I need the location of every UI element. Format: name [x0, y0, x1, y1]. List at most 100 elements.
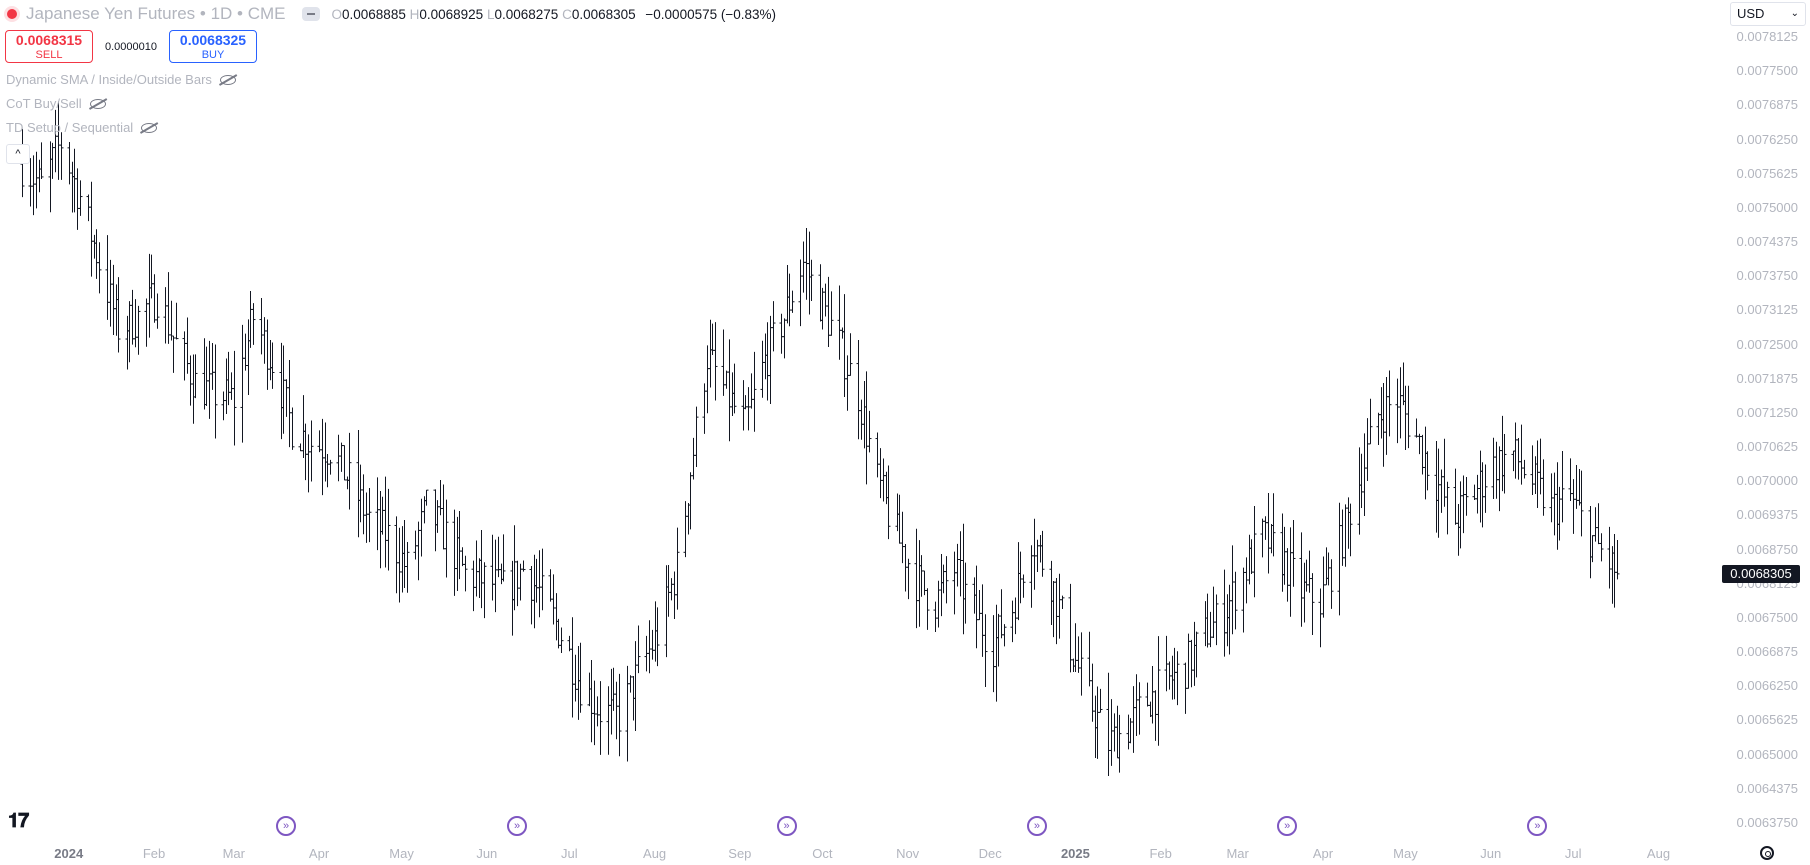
- ohlc-bar: [1233, 571, 1238, 630]
- market-status-icon[interactable]: [4, 6, 20, 22]
- ohlc-bar: [1156, 636, 1161, 746]
- price-tick-label: 0.0074375: [1736, 234, 1798, 250]
- ohlc-bar: [1552, 472, 1557, 536]
- indicator-cot[interactable]: CoT Buy/Sell: [6, 96, 106, 111]
- ohlc-bar: [1247, 534, 1252, 585]
- ohlc-bar: [1326, 552, 1331, 586]
- ohlc-bar: [356, 429, 361, 538]
- ohlc-bar: [1425, 451, 1430, 491]
- ohlc-bar: [1150, 665, 1155, 724]
- hidden-eye-icon[interactable]: [219, 74, 236, 85]
- economic-event-icon[interactable]: »: [1277, 816, 1298, 836]
- gear-icon[interactable]: [1760, 846, 1774, 860]
- ohlc-bar: [1483, 464, 1488, 513]
- ohlc-bar: [862, 381, 867, 449]
- ohlc-bar: [169, 300, 174, 341]
- time-tick-label: Oct: [812, 846, 833, 861]
- ohlc-bar: [809, 259, 814, 301]
- ohlc-bar: [279, 342, 284, 440]
- economic-event-icon[interactable]: »: [776, 816, 797, 836]
- tradingview-logo[interactable]: 𝟏𝟕: [8, 810, 29, 832]
- economic-event-icon[interactable]: »: [1026, 816, 1047, 836]
- ohlc-bar: [1299, 532, 1304, 627]
- ohlc-bar: [779, 313, 784, 354]
- ohlc-bar: [510, 560, 515, 636]
- ohlc-bar: [174, 302, 179, 340]
- ohlc-bar: [202, 338, 207, 410]
- hidden-eye-icon[interactable]: [89, 98, 106, 109]
- ohlc-bar: [171, 335, 176, 373]
- indicator-dynamic-sma[interactable]: Dynamic SMA / Inside/Outside Bars: [6, 72, 236, 87]
- ohlc-bars: [20, 101, 1620, 776]
- ohlc-bar: [1502, 433, 1507, 494]
- ohlc-bar: [730, 372, 735, 416]
- hidden-eye-icon[interactable]: [141, 122, 158, 133]
- ohlc-bar: [457, 510, 462, 580]
- ohlc-bar: [991, 615, 996, 693]
- ohlc-bar: [455, 516, 460, 592]
- ohlc-bar: [1379, 387, 1384, 439]
- price-tick-label: 0.0076875: [1736, 97, 1798, 113]
- indicator-label: Dynamic SMA / Inside/Outside Bars: [6, 72, 212, 87]
- ohlc-bar: [1384, 377, 1389, 455]
- indicator-td-setup[interactable]: TD Setup / Sequential: [6, 120, 158, 135]
- ohlc-bar: [842, 294, 847, 398]
- ohlc-bar: [452, 509, 457, 596]
- ohlc-values: O0.0068885 H0.0068925 L0.0068275 C0.0068…: [332, 7, 777, 22]
- ohlc-bar: [845, 355, 850, 411]
- ohlc-bar: [438, 479, 443, 516]
- ohlc-bar: [1230, 545, 1235, 635]
- economic-event-icon[interactable]: »: [1527, 816, 1548, 836]
- ohlc-bar: [59, 132, 64, 180]
- ohlc-bar: [589, 660, 594, 743]
- ohlc-bar: [301, 395, 306, 459]
- ohlc-bar: [999, 589, 1004, 639]
- ohlc-bar: [1109, 699, 1114, 766]
- price-tick-label: 0.0077500: [1736, 63, 1798, 79]
- ohlc-bar: [328, 459, 333, 475]
- price-tick-label: 0.0078125: [1736, 29, 1798, 45]
- ohlc-bar: [1049, 560, 1054, 626]
- ohlc-bar: [886, 465, 891, 540]
- ohlc-bar: [576, 645, 581, 720]
- ohlc-bar: [1098, 688, 1103, 713]
- ohlc-bar: [1153, 690, 1158, 741]
- ohlc-bar: [490, 534, 495, 601]
- ohlc-bar: [521, 560, 526, 572]
- close-value: 0.0068305: [571, 6, 636, 22]
- collapse-indicators-button[interactable]: ^: [6, 144, 30, 164]
- buy-button[interactable]: 0.0068325 BUY: [169, 30, 257, 63]
- symbol-title[interactable]: Japanese Yen Futures • 1D • CME: [26, 4, 286, 23]
- open-value: 0.0068885: [342, 6, 406, 22]
- ohlc-bar: [785, 264, 790, 324]
- ohlc-bar: [268, 340, 273, 381]
- indicator-label: CoT Buy/Sell: [6, 96, 82, 111]
- ohlc-bar: [1054, 578, 1059, 645]
- ohlc-bar: [248, 290, 253, 348]
- ohlc-bar: [125, 315, 130, 370]
- ohlc-bar: [270, 342, 275, 389]
- ohlc-bar: [111, 264, 116, 336]
- ohlc-bar: [1205, 593, 1210, 648]
- ohlc-bar: [1612, 534, 1617, 608]
- economic-event-icon[interactable]: »: [276, 816, 297, 836]
- currency-select[interactable]: USD ⌄: [1730, 2, 1806, 26]
- ohlc-bar: [1348, 503, 1353, 557]
- ohlc-bar: [105, 235, 110, 320]
- ohlc-bar: [1599, 533, 1604, 562]
- ohlc-bar: [136, 305, 141, 355]
- ohlc-bar: [683, 501, 688, 558]
- ohlc-bar: [760, 340, 765, 398]
- collapse-legend-button[interactable]: [301, 7, 320, 21]
- ohlc-bar: [1511, 450, 1516, 472]
- ohlc-bar: [1574, 465, 1579, 509]
- ohlc-bar: [94, 229, 99, 279]
- ohlc-bar: [551, 574, 556, 625]
- ohlc-bar: [1225, 594, 1230, 647]
- ohlc-bar: [727, 339, 732, 442]
- ohlc-bar: [1596, 503, 1601, 545]
- economic-event-icon[interactable]: »: [507, 816, 528, 836]
- ohlc-bar: [746, 387, 751, 431]
- sell-button[interactable]: 0.0068315 SELL: [5, 30, 93, 63]
